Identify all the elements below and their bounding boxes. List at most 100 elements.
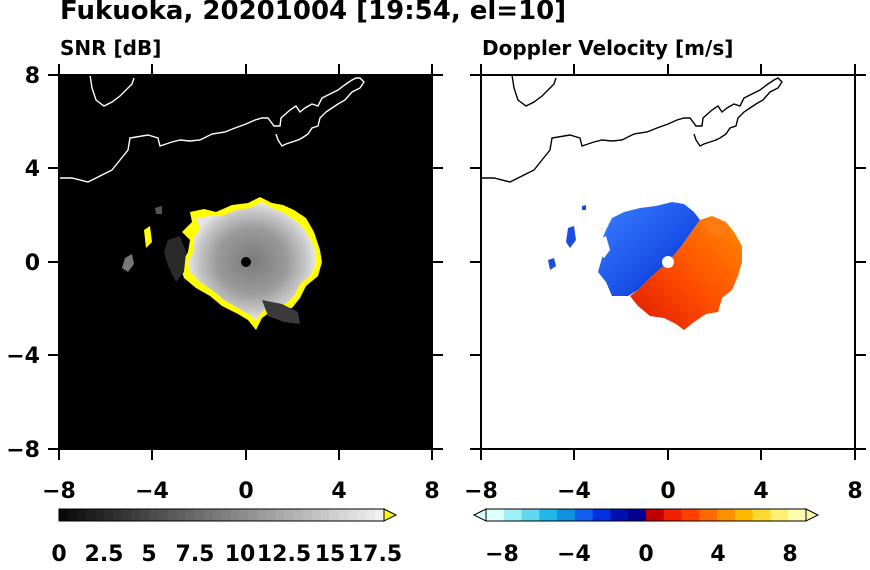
snr-colorbar-step [230, 509, 241, 521]
snr-clutter-2 [122, 254, 134, 272]
snr-colorbar-step [356, 509, 367, 521]
doppler-colorbar-step [663, 509, 683, 521]
doppler-coastline [481, 77, 783, 183]
doppler-colorbar-step [752, 509, 771, 521]
snr-ytick-1: 4 [25, 157, 40, 182]
snr-coastline [59, 77, 365, 183]
doppler-cbar-tick-1: −4 [557, 542, 591, 567]
snr-weak-echo-west [164, 236, 186, 282]
snr-colorbar-step [131, 509, 141, 521]
snr-colorbar-step [374, 509, 385, 521]
doppler-colorbar [486, 509, 807, 521]
snr-cbar-tick-6: 15 [314, 542, 346, 567]
doppler-colorbar-step [486, 509, 505, 521]
snr-colorbar-step [347, 509, 358, 521]
snr-coastline-north [89, 75, 135, 107]
snr-colorbar-extend [383, 508, 398, 522]
snr-colorbar-step [194, 509, 204, 521]
doppler-colorbar-step [557, 509, 576, 521]
snr-colorbar-step [122, 509, 132, 521]
snr-cbar-tick-1: 2.5 [84, 542, 124, 567]
snr-colorbar-step [113, 509, 123, 521]
doppler-colorbar-step [628, 509, 647, 521]
snr-xtick-4: 8 [424, 479, 439, 504]
snr-colorbar-step [338, 509, 349, 521]
snr-map-content [59, 75, 365, 330]
snr-colorbar-step [293, 509, 304, 521]
doppler-colorbar-step [734, 509, 754, 521]
snr-colorbar-step [140, 509, 150, 521]
doppler-colorbar-step [788, 509, 807, 521]
doppler-cbar-tick-3: 4 [710, 542, 726, 567]
doppler-colorbar-step [610, 509, 629, 521]
snr-clutter-1 [144, 226, 152, 248]
doppler-echo-patch [702, 218, 728, 238]
doppler-colorbar-step [574, 509, 594, 521]
snr-colorbar-step [311, 509, 322, 521]
doppler-colorbar-step [646, 509, 665, 521]
snr-colorbar-step [104, 509, 114, 521]
snr-cbar-tick-3: 7.5 [175, 542, 215, 567]
snr-colorbar-step [203, 509, 213, 521]
snr-ytick-3: −4 [6, 344, 40, 369]
doppler-colorbar-step [699, 509, 718, 521]
doppler-colorbar-extend-high [805, 508, 820, 522]
snr-colorbar-step [284, 509, 295, 521]
doppler-xtick-2: 0 [660, 479, 675, 504]
snr-echo [188, 202, 316, 320]
snr-colorbar-step [212, 509, 222, 521]
snr-colorbar-step [167, 509, 177, 521]
snr-ytick-2: 0 [25, 251, 40, 276]
doppler-radar-site [662, 256, 674, 268]
snr-colorbar-step [302, 509, 313, 521]
snr-colorbar-step [149, 509, 159, 521]
doppler-approaching-echo [598, 202, 700, 296]
doppler-xtick-1: −4 [557, 479, 591, 504]
snr-xtick-1: −4 [135, 479, 169, 504]
snr-colorbar-step [329, 509, 340, 521]
doppler-coastline-north [511, 75, 557, 107]
snr-colorbar-frame [58, 508, 385, 522]
doppler-axis-ticks [470, 64, 866, 460]
snr-colorbar-step [221, 509, 232, 521]
snr-ytick-4: −8 [6, 438, 40, 463]
doppler-clutter-1 [566, 226, 576, 248]
snr-xtick-3: 4 [331, 479, 346, 504]
snr-colorbar-step [266, 509, 277, 521]
snr-cbar-tick-0: 0 [51, 542, 67, 567]
snr-colorbar-step [77, 509, 87, 521]
snr-colorbar-step [239, 509, 250, 521]
doppler-colorbar-step [539, 509, 558, 521]
snr-colorbar-step [275, 509, 286, 521]
doppler-clutter-2 [548, 258, 556, 270]
doppler-gap [596, 236, 610, 258]
snr-ytick-0: 8 [25, 64, 40, 89]
figure-title: Fukuoka, 20201004 [19:54, el=10] [60, 0, 567, 26]
snr-colorbar-step [176, 509, 186, 521]
snr-xtick-2: 0 [238, 479, 253, 504]
doppler-map-content [481, 75, 783, 330]
snr-cbar-tick-4: 10 [224, 542, 256, 567]
snr-colorbar-step [158, 509, 168, 521]
snr-colorbar-step [86, 509, 96, 521]
doppler-cbar-tick-4: 8 [782, 542, 798, 567]
snr-colorbar-step [59, 509, 69, 521]
snr-xtick-0: −8 [42, 479, 76, 504]
snr-cbar-tick-2: 5 [141, 542, 157, 567]
snr-colorbar-step [257, 509, 268, 521]
snr-cbar-tick-7: 17.5 [347, 542, 403, 567]
doppler-receding-echo [630, 216, 742, 330]
doppler-cbar-tick-0: −8 [485, 542, 519, 567]
doppler-cbar-tick-2: 0 [638, 542, 654, 567]
snr-cbar-tick-5: 12.5 [256, 542, 312, 567]
snr-axis-ticks [48, 64, 443, 460]
snr-colorbar-step [365, 509, 376, 521]
snr-panel-title: SNR [dB] [60, 36, 162, 60]
snr-clutter-3 [155, 206, 162, 214]
doppler-clutter-3 [582, 205, 586, 210]
doppler-colorbar-step [770, 509, 789, 521]
doppler-colorbar-step [592, 509, 611, 521]
snr-colorbar [59, 509, 385, 521]
snr-weak-echo-south [262, 300, 300, 324]
